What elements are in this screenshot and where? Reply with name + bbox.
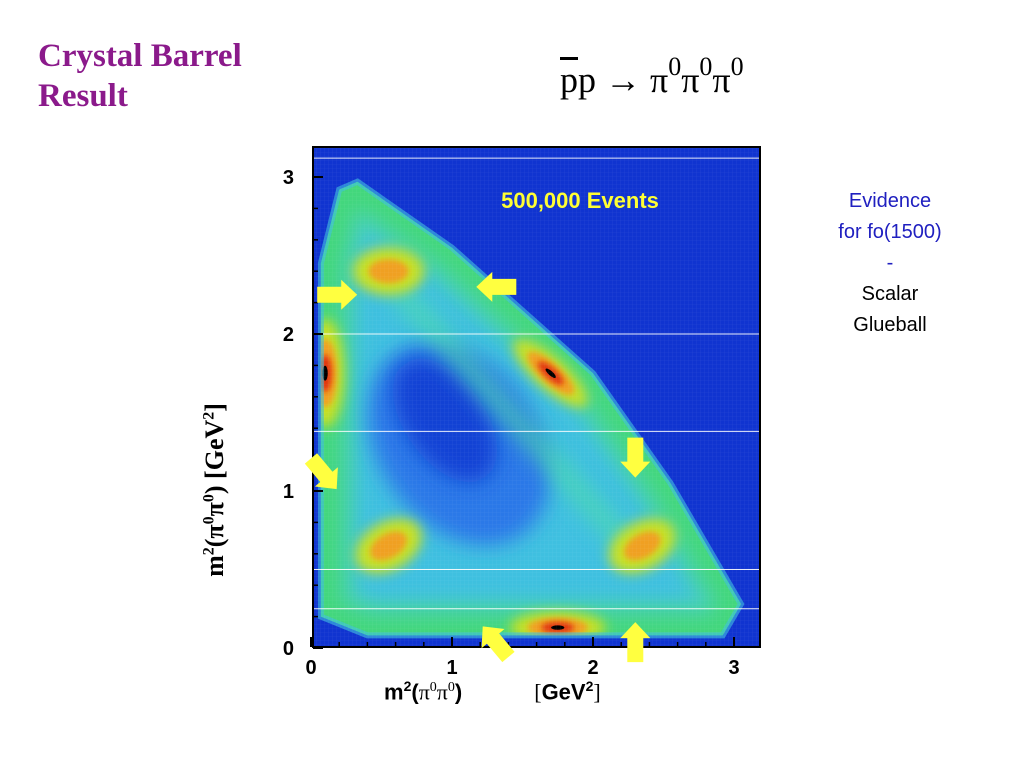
- feature-arrow: [304, 453, 338, 490]
- feature-arrow: [476, 271, 517, 302]
- title-line-2: Result: [38, 78, 128, 114]
- events-annotation: 500,000 Events: [501, 188, 659, 213]
- feature-arrow: [317, 279, 358, 310]
- evidence-line-4: Scalar: [861, 283, 919, 305]
- evidence-line-5: Glueball: [853, 314, 927, 336]
- x-label-pi2: π: [436, 679, 448, 705]
- feature-arrow: [620, 622, 651, 663]
- feature-arrow: [620, 437, 651, 478]
- pion-2-charge: 0: [699, 52, 713, 81]
- evidence-line-2: for fo(1500): [838, 221, 942, 243]
- bin-grid: [313, 147, 760, 647]
- pion-2: π: [681, 60, 700, 100]
- arrow-shape: [481, 626, 515, 663]
- feature-arrow: [481, 626, 515, 663]
- y-label-pi1: (π: [200, 524, 229, 548]
- y-axis-label: m2(π0π0) [GeV2]: [200, 403, 230, 577]
- y-tick-label: 2: [283, 324, 294, 346]
- pion-1: π: [650, 60, 669, 100]
- pion-3: π: [712, 60, 731, 100]
- x-label-zero2: 0: [447, 680, 455, 695]
- antiproton-symbol: p: [560, 60, 578, 100]
- x-label-close: ): [454, 679, 463, 705]
- arrow-shape: [620, 622, 651, 663]
- evidence-note: Evidence for fo(1500) - Scalar Glueball: [800, 186, 980, 341]
- y-label-m: m: [200, 555, 229, 577]
- proton-symbol: p: [578, 60, 596, 100]
- arrow-shape: [476, 271, 517, 302]
- y-tick-label: 3: [283, 167, 294, 189]
- x-unit-close: ]: [593, 679, 601, 705]
- x-tick-label: 3: [728, 657, 739, 679]
- reaction-equation: pp → π0π0π0: [560, 52, 744, 101]
- x-label-zero1: 0: [429, 680, 437, 695]
- x-tick-label: 2: [587, 657, 598, 679]
- x-unit-sq: 2: [585, 678, 594, 694]
- y-tick-label: 0: [283, 638, 294, 660]
- arrow-shape: [317, 279, 358, 310]
- x-axis-label: m2(π0π0) [GeV2]: [384, 678, 601, 705]
- x-label-pi1: π: [418, 679, 430, 705]
- arrow-shape: [304, 453, 338, 490]
- x-unit-open: [: [534, 679, 542, 705]
- slide-title: Crystal Barrel Result: [38, 36, 242, 116]
- evidence-line-1: Evidence: [848, 190, 932, 212]
- x-label-sq: 2: [403, 678, 412, 694]
- pion-3-charge: 0: [730, 52, 744, 81]
- arrow-shape: [620, 437, 651, 478]
- y-label-zero2: 0: [200, 494, 218, 503]
- reaction-arrow: →: [596, 60, 650, 100]
- evidence-line-3: -: [886, 252, 894, 274]
- y-label-pi2: π: [200, 502, 229, 517]
- x-label-m: m: [384, 679, 404, 705]
- x-tick-label: 0: [305, 657, 316, 679]
- x-unit: GeV: [541, 679, 586, 705]
- x-label-open: (: [411, 679, 419, 705]
- y-label-unit: ) [GeV: [200, 419, 229, 495]
- pion-1-charge: 0: [668, 52, 682, 81]
- y-tick-label: 1: [283, 481, 294, 503]
- y-label-zero1: 0: [200, 516, 218, 525]
- title-line-1: Crystal Barrel: [38, 38, 242, 74]
- y-label-unit-sq: 2: [200, 411, 218, 420]
- y-label-unit-close: ]: [200, 403, 229, 412]
- x-tick-label: 1: [446, 657, 457, 679]
- y-label-sq: 2: [200, 547, 218, 556]
